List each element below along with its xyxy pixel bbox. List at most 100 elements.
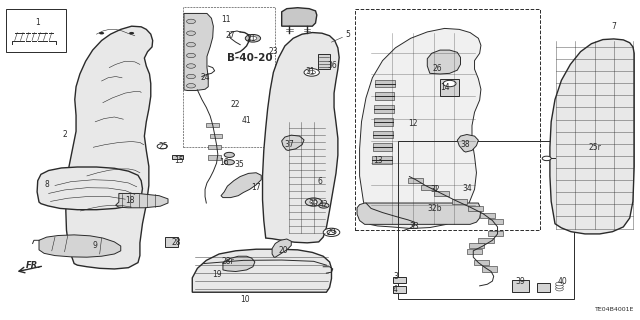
Polygon shape [116, 194, 168, 208]
Bar [474, 260, 489, 265]
Text: 30: 30 [308, 199, 319, 208]
Bar [374, 105, 394, 113]
Bar [421, 185, 436, 190]
Text: 26: 26 [433, 64, 442, 73]
Text: 8: 8 [44, 180, 49, 189]
Bar [537, 283, 550, 292]
Polygon shape [223, 256, 255, 271]
Text: B-40-20: B-40-20 [227, 53, 273, 63]
Circle shape [186, 53, 195, 58]
Bar [481, 267, 497, 271]
Text: 27: 27 [226, 31, 236, 40]
Circle shape [304, 68, 319, 76]
Polygon shape [550, 39, 634, 234]
Text: 24: 24 [201, 73, 211, 82]
Bar [479, 213, 495, 218]
Bar [374, 118, 393, 125]
Circle shape [99, 32, 104, 35]
Text: 18: 18 [125, 196, 134, 205]
Polygon shape [282, 8, 317, 26]
Circle shape [444, 80, 456, 87]
Text: 20: 20 [279, 246, 289, 255]
Bar [372, 156, 392, 164]
Text: 4: 4 [393, 285, 398, 294]
Text: TE04B4001E: TE04B4001E [595, 307, 635, 312]
Text: 32b: 32b [428, 204, 442, 213]
Text: 17: 17 [252, 183, 261, 192]
Circle shape [186, 43, 195, 47]
Bar [398, 141, 573, 299]
Text: 5: 5 [345, 30, 350, 39]
Bar [488, 219, 503, 224]
Text: 10: 10 [241, 295, 250, 304]
Text: 11: 11 [221, 15, 231, 24]
Polygon shape [221, 173, 261, 197]
Bar [208, 155, 221, 160]
Text: 31: 31 [305, 67, 315, 76]
Circle shape [556, 284, 563, 288]
Circle shape [224, 160, 234, 165]
Bar [408, 178, 424, 183]
Bar [376, 80, 395, 87]
Text: 21: 21 [247, 35, 257, 44]
Text: 42: 42 [319, 200, 329, 209]
Bar [452, 199, 467, 204]
Text: 2: 2 [62, 130, 67, 139]
Bar [394, 277, 406, 283]
Text: 23: 23 [269, 47, 278, 56]
Bar [6, 9, 67, 52]
Polygon shape [458, 134, 478, 152]
Text: 1: 1 [35, 19, 40, 28]
Text: 37: 37 [284, 140, 294, 148]
Polygon shape [37, 167, 143, 210]
Circle shape [245, 35, 260, 42]
Polygon shape [272, 239, 291, 257]
Bar [488, 231, 503, 236]
Circle shape [542, 156, 551, 161]
Bar [373, 131, 392, 138]
Bar [208, 145, 221, 149]
Circle shape [186, 31, 195, 36]
Polygon shape [39, 235, 121, 257]
Polygon shape [282, 135, 304, 150]
Circle shape [305, 198, 322, 206]
Bar [394, 286, 406, 293]
Bar [355, 9, 540, 230]
Text: 39: 39 [515, 276, 525, 285]
Bar [440, 79, 460, 96]
Text: 14: 14 [440, 83, 450, 92]
Polygon shape [360, 28, 481, 228]
Text: 33: 33 [410, 222, 419, 231]
Circle shape [129, 32, 134, 35]
Polygon shape [184, 13, 213, 91]
Text: 36: 36 [328, 61, 338, 70]
Text: 9: 9 [93, 241, 98, 250]
Bar [434, 191, 449, 196]
Text: 15: 15 [175, 156, 184, 165]
Text: 16: 16 [220, 158, 229, 167]
Text: 19: 19 [212, 270, 221, 279]
Text: 35: 35 [234, 160, 244, 169]
Text: 40: 40 [558, 276, 568, 285]
Polygon shape [192, 249, 332, 292]
Circle shape [157, 144, 168, 149]
Text: 25r: 25r [588, 143, 601, 152]
Text: 6: 6 [317, 177, 323, 186]
Text: 7: 7 [611, 22, 616, 31]
Circle shape [323, 228, 340, 236]
Text: 12: 12 [408, 119, 418, 129]
Circle shape [186, 74, 195, 79]
Bar [209, 134, 222, 138]
Bar [478, 238, 493, 243]
Circle shape [186, 84, 195, 88]
Bar [373, 143, 392, 151]
Circle shape [249, 36, 257, 40]
Text: 28r: 28r [221, 258, 234, 267]
Polygon shape [262, 33, 339, 243]
Bar [468, 243, 484, 248]
Circle shape [319, 203, 329, 208]
Text: 22: 22 [231, 100, 241, 109]
Bar [318, 54, 330, 69]
Bar [206, 123, 219, 127]
Text: 29: 29 [326, 228, 335, 237]
